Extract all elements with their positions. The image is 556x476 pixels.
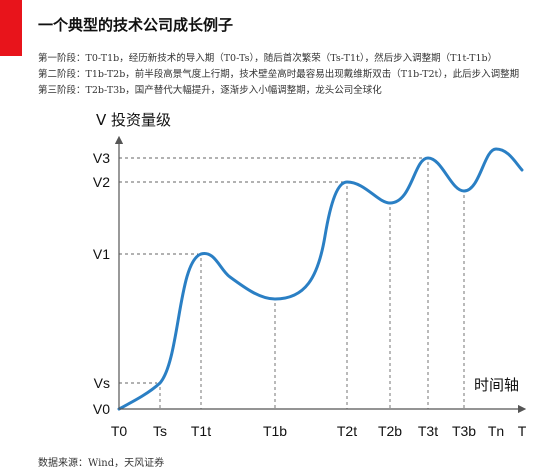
y-tick-label: V0 (93, 401, 110, 417)
y-tick-label: V2 (93, 174, 110, 190)
x-tick-label: T (518, 423, 527, 439)
data-source: 数据来源：Wind，天风证券 (38, 458, 165, 469)
x-tick-label: Tn (488, 423, 504, 439)
x-tick-label: T1t (191, 423, 211, 439)
x-tick-label: T3b (452, 423, 476, 439)
y-tick-label: V3 (93, 150, 110, 166)
x-tick-label: T1b (263, 423, 287, 439)
y-tick-label: V1 (93, 246, 110, 262)
accent-bar (0, 0, 22, 56)
growth-curve (117, 147, 524, 411)
x-tick-label: T3t (418, 423, 438, 439)
y-tick-label: Vs (94, 375, 110, 391)
stage-two-description: 第二阶段：T1b-T2b，前半段高景气度上行期，技术壁垒高时最容易出现戴维斯双击… (38, 69, 520, 80)
stage-one-description: 第一阶段：T0-T1b，经历新技术的导入期（T0-Ts），随后首次繁荣（Ts-T… (38, 53, 498, 64)
x-tick-label: T0 (111, 423, 128, 439)
x-tick-label: T2b (378, 423, 402, 439)
x-tick-label: Ts (153, 423, 167, 439)
x-axis-title: 时间轴 (474, 376, 519, 394)
stage-three-description: 第三阶段：T2b-T3b，国产替代大幅提升，逐渐步入小幅调整期，龙头公司全球化 (38, 85, 382, 96)
y-axis-title: V 投资量级 (96, 111, 171, 129)
x-tick-label: T2t (337, 423, 357, 439)
page-title: 一个典型的技术公司成长例子 (38, 16, 234, 34)
